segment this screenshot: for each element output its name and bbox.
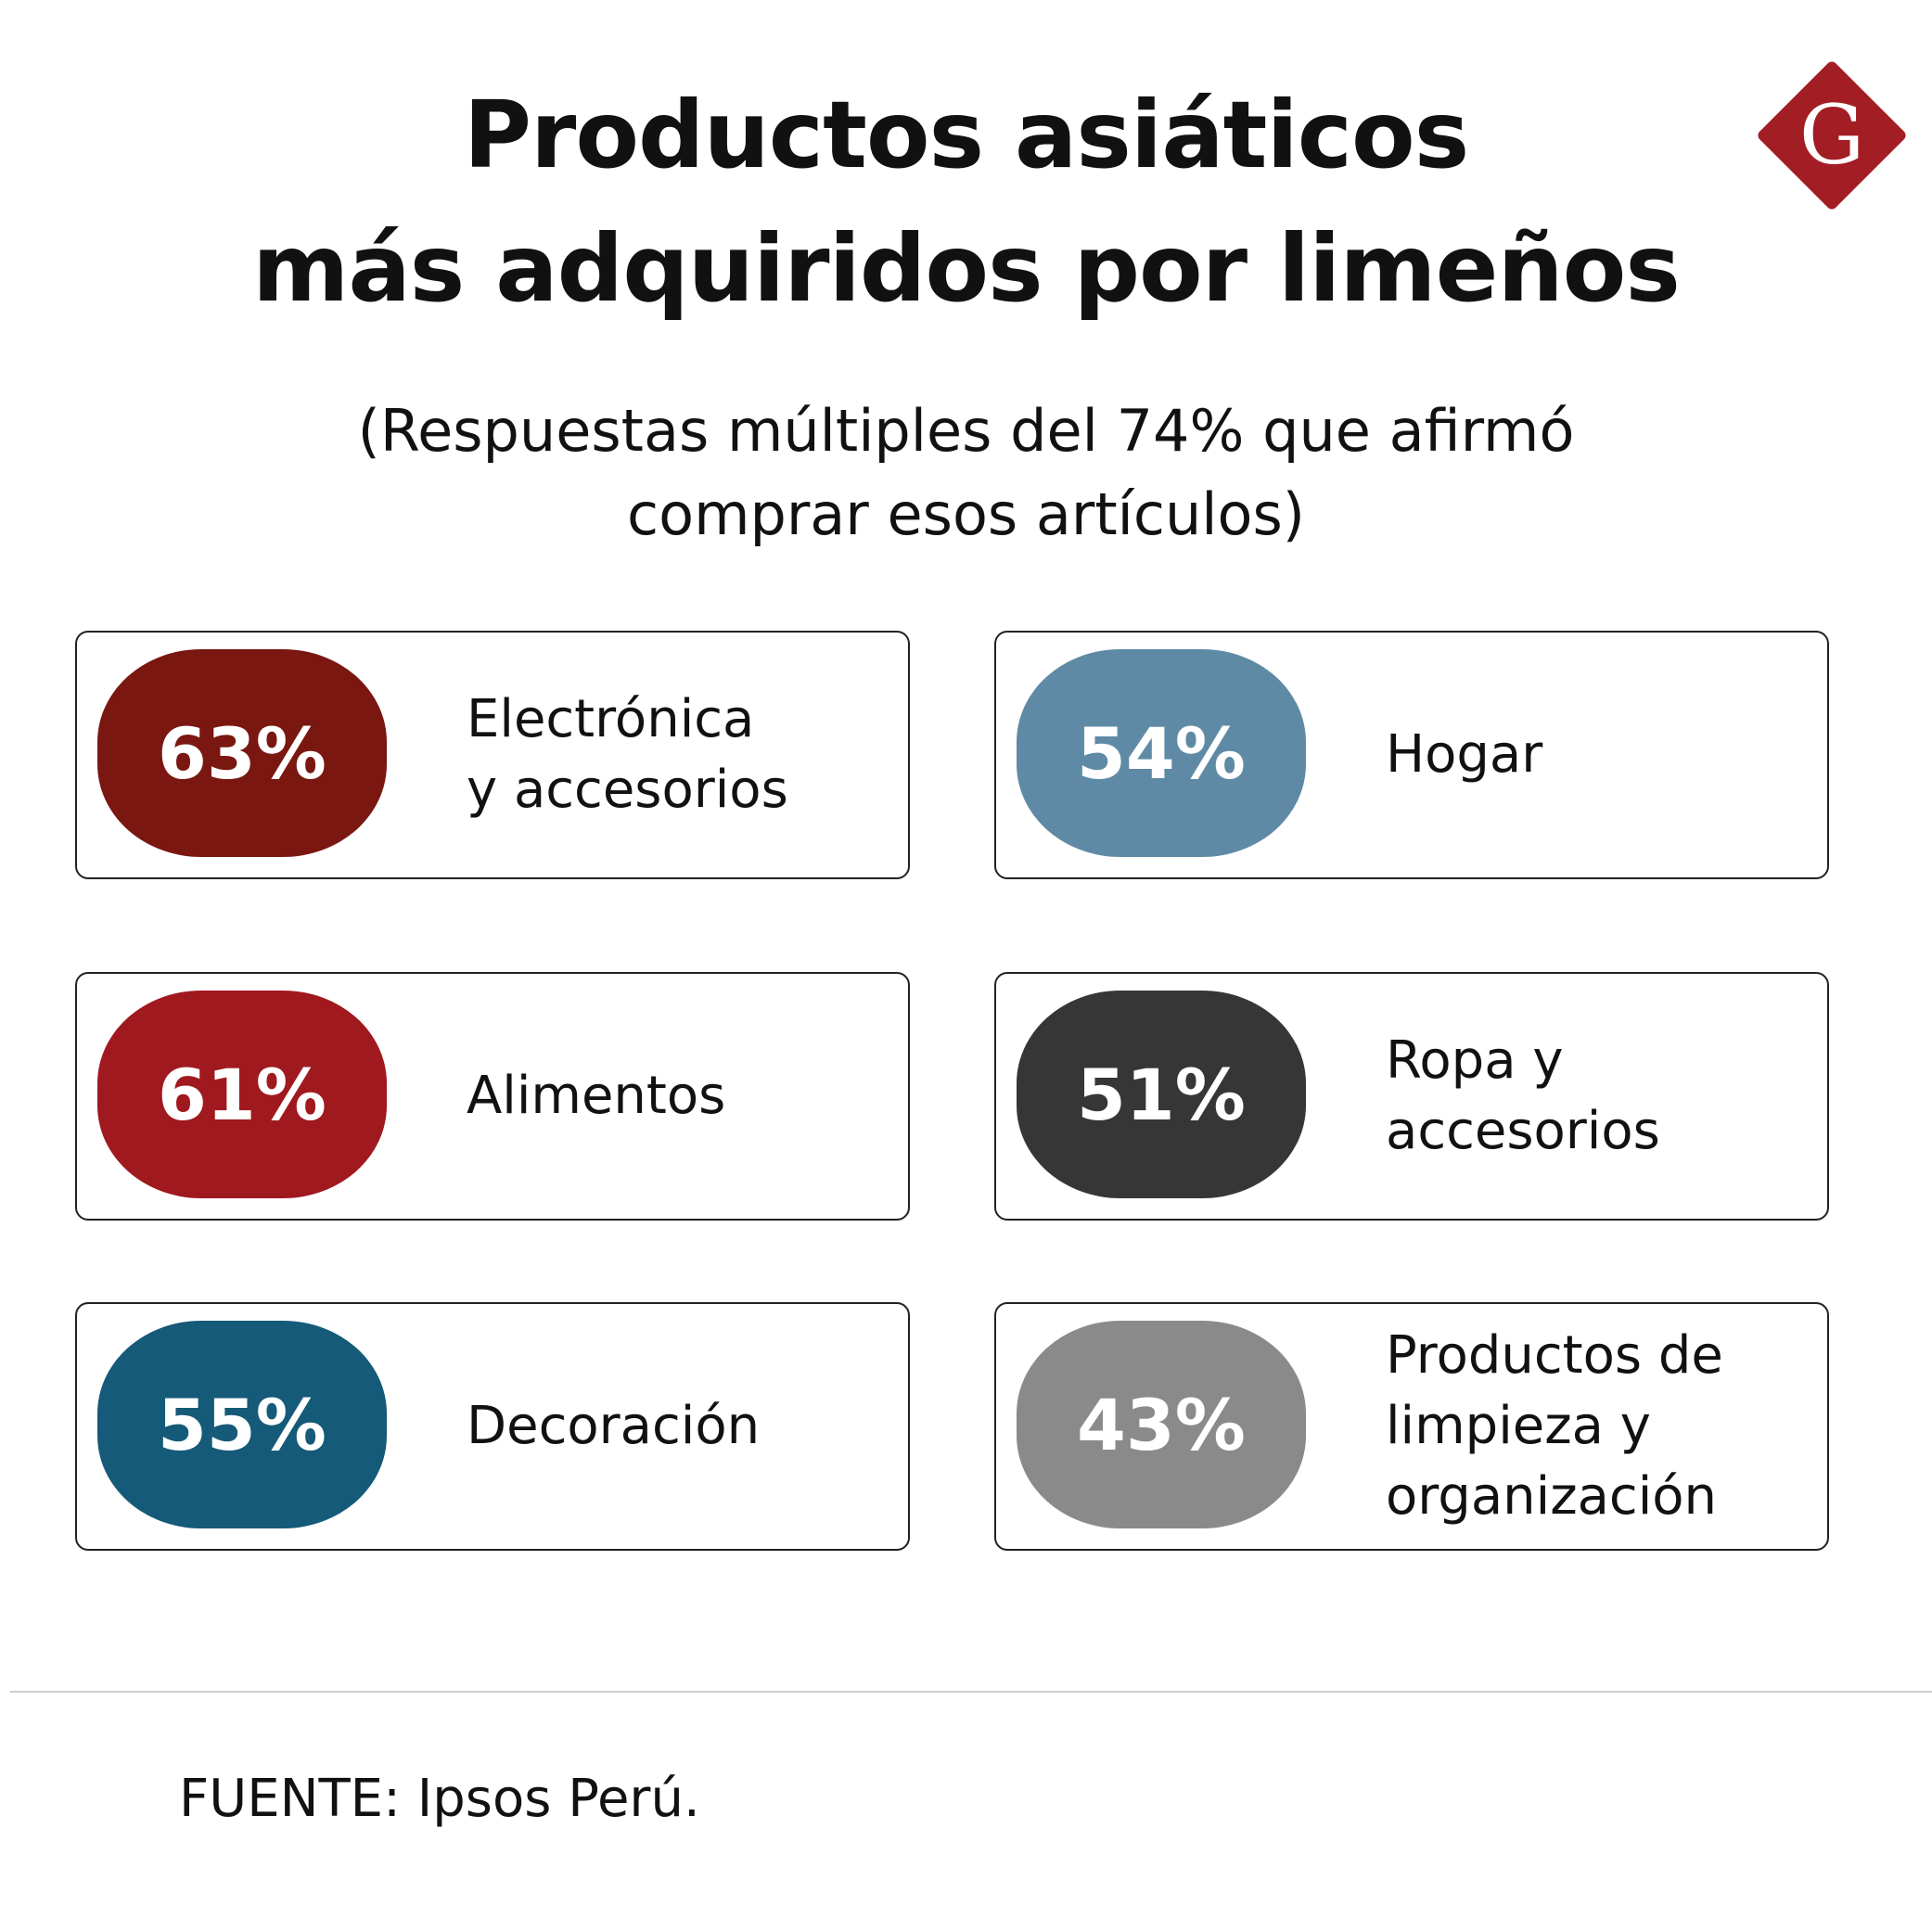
card: 51% Ropa y accesorios (994, 972, 1829, 1221)
label-line: Alimentos (467, 1066, 726, 1126)
title-line: Productos asiáticos (463, 81, 1470, 189)
value-pill: 63% (97, 649, 387, 857)
logo: G (1758, 61, 1906, 210)
value-pill: 55% (97, 1321, 387, 1528)
value-pill: 61% (97, 991, 387, 1198)
source: FUENTE: Ipsos Perú. (179, 1769, 700, 1829)
card: 61% Alimentos (75, 972, 910, 1221)
subtitle: (Respuestas múltiples del 74% que afirmó… (0, 390, 1932, 556)
value-pill: 54% (1017, 649, 1306, 857)
title: Productos asiáticos más adquiridos por l… (0, 69, 1932, 336)
value-pill: 43% (1017, 1321, 1306, 1528)
card-label: Alimentos (467, 974, 725, 1219)
label-line: limpieza y (1386, 1396, 1651, 1456)
subtitle-line: comprar esos artículos) (627, 480, 1305, 548)
card: 43% Productos de limpieza y organización (994, 1302, 1829, 1551)
card: 63% Electrónica y accesorios (75, 631, 910, 879)
label-line: Decoración (467, 1396, 761, 1456)
card: 54% Hogar (994, 631, 1829, 879)
card: 55% Decoración (75, 1302, 910, 1551)
card-label: Hogar (1386, 633, 1542, 877)
label-line: organización (1386, 1466, 1718, 1527)
subtitle-line: (Respuestas múltiples del 74% que afirmó (357, 397, 1575, 465)
card-label: Decoración (467, 1304, 760, 1549)
card-label: Electrónica y accesorios (467, 633, 788, 877)
logo-diamond (1758, 61, 1906, 210)
card-label: Ropa y accesorios (1386, 974, 1660, 1219)
logo-letter: G (1799, 87, 1864, 183)
title-line: más adquiridos por limeños (252, 214, 1681, 323)
label-line: Ropa y (1386, 1030, 1564, 1091)
label-line: Hogar (1386, 724, 1543, 785)
card-label: Productos de limpieza y organización (1386, 1304, 1723, 1549)
label-line: Electrónica (467, 689, 755, 749)
label-line: accesorios (1386, 1101, 1660, 1161)
divider (10, 1691, 1932, 1693)
label-line: y accesorios (467, 760, 788, 820)
label-line: Productos de (1386, 1325, 1723, 1386)
value-pill: 51% (1017, 991, 1306, 1198)
